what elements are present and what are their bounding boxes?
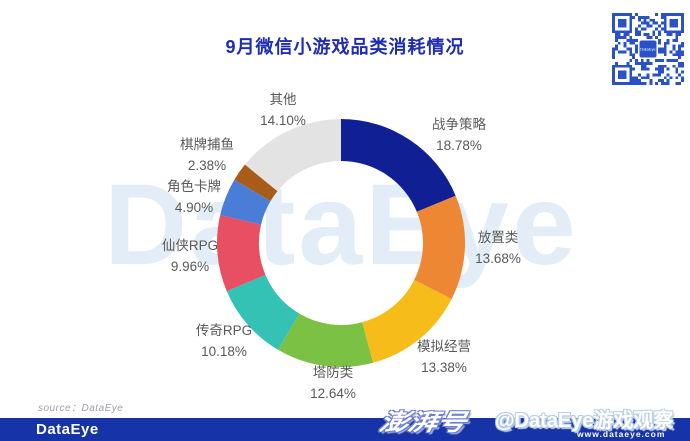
slice-label-5: 仙侠RPG 9.96% [162, 236, 218, 278]
donut-slice-8 [244, 119, 341, 192]
slice-label-3: 塔防类 12.64% [310, 363, 356, 405]
donut-slice-7 [234, 164, 278, 202]
slice-label-0: 战争策略 18.78% [432, 115, 486, 157]
slice-label-value: 2.38% [187, 158, 227, 173]
slice-label-value: 13.68% [475, 251, 521, 266]
slice-label-name: 仙侠RPG [161, 238, 219, 254]
qr-code: DataEye [612, 13, 684, 85]
slice-label-6: 角色卡牌 4.90% [167, 177, 221, 219]
slice-label-name: 模拟经营 [417, 339, 471, 355]
slice-label-name: 放置类 [477, 230, 519, 246]
slice-label-4: 传奇RPG 10.18% [196, 321, 252, 363]
slice-label-value: 4.90% [174, 200, 214, 215]
slice-label-name: 其他 [269, 92, 297, 108]
platform-watermark-logo: 澎湃号 [377, 409, 469, 435]
website-url: www.dataeye.com [577, 429, 666, 439]
donut-slice-6 [220, 179, 271, 225]
donut-slice-1 [414, 195, 466, 300]
slice-label-value: 18.78% [436, 138, 482, 153]
donut-slice-2 [362, 280, 452, 363]
slice-label-value: 14.10% [260, 113, 306, 128]
svg-text:DataEye: DataEye [640, 46, 656, 51]
donut-slice-4 [226, 274, 300, 350]
bottom-bar: DataEye [0, 418, 690, 441]
slice-label-2: 模拟经营 13.38% [417, 337, 471, 379]
donut-slice-5 [216, 215, 266, 292]
slice-label-value: 12.64% [310, 386, 356, 401]
slice-label-name: 角色卡牌 [167, 179, 221, 195]
slice-label-1: 放置类 13.68% [475, 228, 521, 270]
slice-label-value: 13.38% [421, 360, 467, 375]
donut-slice-3 [278, 313, 374, 368]
slice-label-8: 其他 14.10% [260, 90, 306, 132]
page-title: 9月微信小游戏品类消耗情况 [225, 37, 465, 57]
account-watermark: @DataEye游戏观察 [495, 410, 674, 432]
slice-label-name: 战争策略 [432, 117, 486, 133]
donut-slice-0 [341, 119, 456, 212]
slice-label-name: 传奇RPG [195, 323, 253, 339]
slice-label-value: 10.18% [201, 344, 247, 359]
slice-label-value: 9.96% [170, 259, 210, 274]
slice-label-7: 棋牌捕鱼 2.38% [180, 135, 234, 177]
brand-logo: DataEye [36, 421, 99, 438]
source-note: source：DataEye [38, 403, 124, 414]
slice-label-name: 棋牌捕鱼 [180, 137, 234, 153]
slice-label-name: 塔防类 [312, 365, 354, 381]
